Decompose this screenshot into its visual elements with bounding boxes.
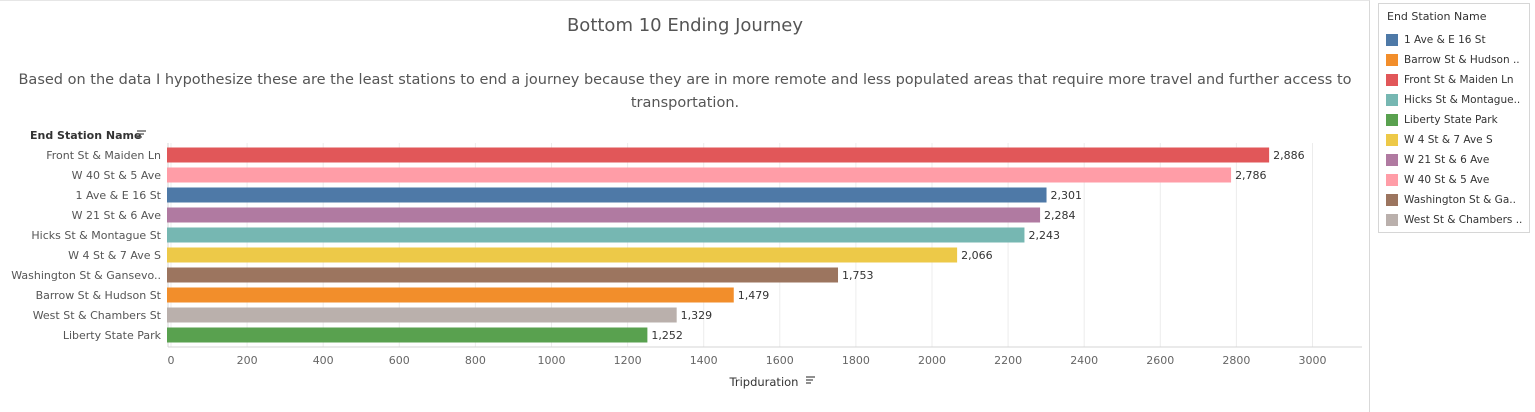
x-tick-label: 1800 [842,354,870,367]
chart-title: Bottom 10 Ending Journey [566,15,804,36]
x-tick-label: 200 [237,354,258,367]
bar [167,327,648,343]
x-tick-label: 400 [313,354,334,367]
legend-title: End Station Name [1387,10,1487,23]
category-label: 1 Ave & E 16 St [76,189,162,202]
category-label: Liberty State Park [63,329,162,342]
x-tick-label: 2200 [994,354,1022,367]
bar [167,187,1047,203]
legend-label: Liberty State Park [1404,114,1498,126]
bar [167,247,958,263]
legend-swatch [1386,114,1398,126]
legend-label: W 40 St & 5 Ave [1404,174,1490,186]
x-axis-title: Tripduration [729,375,799,389]
bar-chart: End Station Name Front St & Maiden Ln 2,88… [11,129,1362,389]
legend-item[interactable]: Washington St & Ga.. [1379,190,1529,210]
legend-label: Washington St & Ga.. [1404,194,1516,206]
data-label: 2,786 [1235,169,1267,182]
data-label: 1,753 [842,269,874,282]
legend-item[interactable]: Front St & Maiden Ln [1379,70,1529,90]
data-label: 2,886 [1273,149,1305,162]
bar [167,207,1041,223]
legend-label: Front St & Maiden Ln [1404,74,1514,86]
legend-swatch [1386,74,1398,86]
legend-swatch [1386,134,1398,146]
sort-icon[interactable] [806,376,815,384]
legend-item[interactable]: 1 Ave & E 16 St [1379,30,1529,50]
data-label: 2,066 [961,249,993,262]
legend-swatch [1386,174,1398,186]
x-tick-label: 1200 [614,354,642,367]
legend-swatch [1386,194,1398,206]
x-tick-label: 1600 [766,354,794,367]
legend-item[interactable]: Liberty State Park [1379,110,1529,130]
viz-panel: Bottom 10 Ending Journey Based on the da… [0,0,1370,412]
legend-label: West St & Chambers .. [1404,214,1523,226]
legend-swatch [1386,214,1398,226]
x-tick-label: 1000 [538,354,566,367]
legend-item[interactable]: Hicks St & Montague.. [1379,90,1529,110]
bar [167,147,1270,163]
legend-label: W 21 St & 6 Ave [1404,154,1490,166]
legend: End Station Name 1 Ave & E 16 St Barrow S… [1378,3,1530,233]
category-label: W 40 St & 5 Ave [72,169,162,182]
x-tick-label: 600 [389,354,410,367]
category-label: Front St & Maiden Ln [46,149,161,162]
legend-label: Hicks St & Montague.. [1404,94,1521,106]
category-label: W 21 St & 6 Ave [72,209,162,222]
data-label: 2,284 [1044,209,1076,222]
category-label: Washington St & Gansevo.. [11,269,161,282]
x-tick-label: 0 [168,354,175,367]
y-axis-title: End Station Name [30,129,141,142]
legend-item[interactable]: W 4 St & 7 Ave S [1379,130,1529,150]
x-tick-label: 1400 [690,354,718,367]
category-label: West St & Chambers St [33,309,162,322]
legend-label: W 4 St & 7 Ave S [1404,134,1493,146]
data-label: 1,252 [651,329,683,342]
category-label: W 4 St & 7 Ave S [68,249,161,262]
category-label: Hicks St & Montague St [31,229,161,242]
legend-label: 1 Ave & E 16 St [1404,34,1486,46]
legend-label: Barrow St & Hudson .. [1404,54,1520,66]
bar [167,167,1232,183]
legend-item[interactable]: W 21 St & 6 Ave [1379,150,1529,170]
data-label: 1,479 [738,289,770,302]
legend-item[interactable]: Barrow St & Hudson .. [1379,50,1529,70]
data-label: 2,243 [1028,229,1060,242]
bar [167,227,1025,243]
x-tick-label: 2600 [1146,354,1174,367]
x-tick-label: 2400 [1070,354,1098,367]
data-label: 2,301 [1051,189,1083,202]
data-label: 1,329 [681,309,713,322]
legend-swatch [1386,154,1398,166]
legend-swatch [1386,34,1398,46]
x-tick-label: 2000 [918,354,946,367]
legend-item[interactable]: W 40 St & 5 Ave [1379,170,1529,190]
x-tick-label: 800 [465,354,486,367]
legend-item[interactable]: West St & Chambers .. [1379,210,1529,230]
legend-swatch [1386,94,1398,106]
x-tick-label: 2800 [1222,354,1250,367]
sort-icon[interactable] [137,130,146,138]
legend-swatch [1386,54,1398,66]
bar [167,267,839,283]
x-tick-label: 3000 [1299,354,1327,367]
chart-subtitle: Based on the data I hypothesize these ar… [18,72,1352,111]
category-label: Barrow St & Hudson St [36,289,162,302]
legend-items: 1 Ave & E 16 St Barrow St & Hudson .. Fron… [1379,30,1529,230]
bar [167,307,677,323]
bar [167,287,734,303]
